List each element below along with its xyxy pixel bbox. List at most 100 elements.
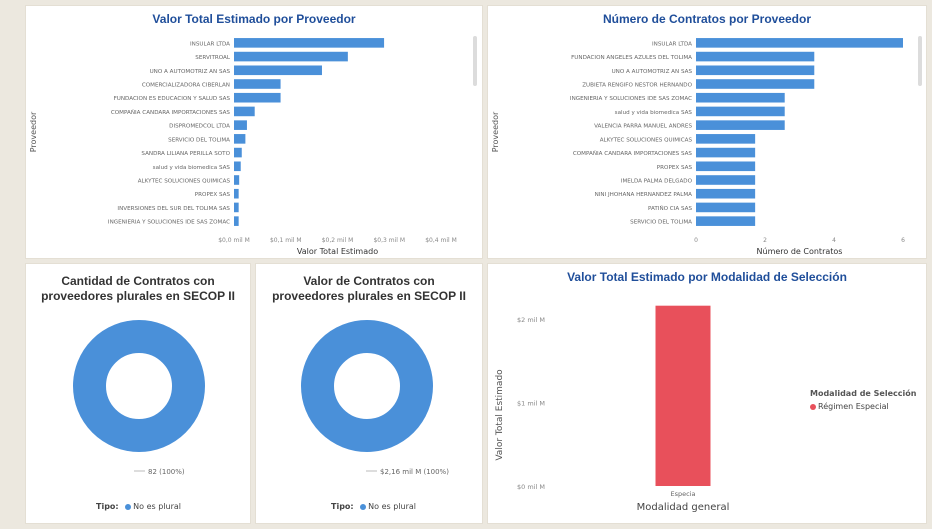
y-axis-label: Proveedor — [491, 111, 500, 152]
x-tick-label: $0,0 mil M — [218, 237, 250, 244]
category-label: PROPEX SAS — [657, 165, 693, 171]
bar — [234, 188, 239, 199]
y-tick-label: $1 mil M — [517, 400, 545, 408]
category-label: PATIÑO CIA SAS — [648, 205, 692, 212]
bar — [234, 175, 240, 185]
legend-dot — [125, 503, 132, 510]
y-tick-label: $0 mil M — [517, 483, 545, 491]
legend: Tipo: No es plural — [96, 502, 181, 511]
category-label: SANDRA LILIANA PERILLA SOTO — [141, 151, 230, 157]
chart-valor-donut: $2,16 mil M (100%) — [301, 320, 449, 476]
x-tick-label: $0,4 mil M — [425, 237, 457, 244]
panel-valor-por-modalidad: Valor Total Estimado por Modalidad de Se… — [487, 263, 927, 524]
donut-slice — [73, 320, 205, 452]
x-axis-label: Valor Total Estimado — [297, 247, 378, 256]
category-label: ALKYTEC SOLUCIONES QUIMICAS — [138, 179, 231, 185]
category-label: FUNDACION ES EDUCACION Y SALUD SAS — [114, 96, 231, 102]
chart-valor-por-proveedor: INSULAR LTDA SERVITROAL UNO A AUTOMOTRIZ A… — [29, 38, 457, 256]
category-label: NINI JHOHANA HERNANDEZ PALMA — [595, 192, 693, 198]
legend-dot — [810, 403, 816, 410]
bar — [234, 38, 385, 48]
bar — [696, 147, 756, 158]
legend-title: Tipo: — [331, 502, 354, 511]
legend-item[interactable]: No es plural — [368, 502, 417, 511]
x-tick-label: 4 — [832, 237, 836, 244]
x-tick-label: 0 — [694, 237, 698, 244]
bar — [234, 106, 255, 117]
bar — [696, 188, 756, 199]
x-tick-label: $0,1 mil M — [270, 237, 302, 244]
category-label: ZUBIETA RENGIFO NESTOR HERNANDO — [582, 83, 692, 89]
legend-title: Tipo: — [96, 502, 119, 511]
x-tick-label: 6 — [901, 237, 905, 244]
category-label: IMELDA PALMA DELGADO — [621, 179, 693, 185]
category-label: INSULAR LTDA — [652, 41, 692, 47]
chart-title: Cantidad de Contratos con proveedores pl… — [41, 274, 235, 303]
category-label: SERVICIO DEL TOLIMA — [168, 137, 230, 143]
legend: Tipo: No es plural — [331, 502, 416, 511]
y-tick-label: $2 mil M — [517, 316, 545, 324]
panel-valor-contratos-plurales: Valor de Contratos con proveedores plura… — [255, 263, 483, 524]
category-label: FUNDACION ANGELES AZULES DEL TOLIMA — [571, 55, 692, 61]
category-label: PROPEX SAS — [195, 192, 231, 198]
data-label: $2,16 mil M (100%) — [380, 468, 449, 476]
legend-dot — [360, 503, 367, 510]
category-label: INGENIERIA Y SOLUCIONES IDE SAS ZOMAC — [108, 220, 230, 226]
category-label: UNO A AUTOMOTRIZ AN SAS — [612, 69, 693, 75]
donut-slice — [301, 320, 433, 452]
x-tick-label: Especia — [671, 490, 696, 498]
bar — [696, 175, 756, 185]
category-label: VALENCIA PARRA MANUEL ANDRES — [594, 124, 692, 130]
category-label: COMERCIALIZADORA CIBERLAN — [142, 83, 230, 89]
category-label: COMPAÑIA CANDARA IMPORTACIONES SAS — [111, 109, 231, 116]
bar — [696, 38, 903, 48]
bar — [234, 65, 322, 76]
category-label: salud y vida biomedica SAS — [615, 110, 693, 116]
category-label: INVERSIONES DEL SUR DEL TOLIMA SAS — [117, 206, 230, 212]
y-axis-label: Valor Total Estimado — [495, 369, 505, 461]
category-label: DISPROMEDCOL LTDA — [169, 124, 230, 130]
chart-scrollbar[interactable] — [918, 36, 922, 86]
chart-title: Número de Contratos por Proveedor — [602, 12, 812, 26]
category-label: UNO A AUTOMOTRIZ AN SAS — [150, 69, 231, 75]
bar — [696, 120, 785, 130]
data-label: 82 (100%) — [148, 468, 185, 476]
bar — [234, 134, 246, 144]
bar — [696, 106, 785, 117]
bar — [696, 134, 756, 144]
chart-valor-modalidad: $0 mil M $1 mil M $2 mil M Especia Modalidad… — [495, 305, 730, 513]
bar — [696, 216, 756, 226]
chart-cantidad-donut: 82 (100%) — [73, 320, 205, 476]
bar — [234, 161, 241, 172]
chart-title: Valor Total Estimado por Proveedor — [152, 12, 356, 26]
panel-valor-por-proveedor: Valor Total Estimado por Proveedor INSUL… — [25, 5, 483, 259]
x-axis-label: Modalidad general — [637, 502, 730, 513]
legend-item[interactable]: Régimen Especial — [818, 402, 889, 411]
bar — [696, 65, 815, 76]
category-label: salud y vida biomedica SAS — [153, 165, 231, 171]
bar — [655, 305, 711, 486]
category-label: ALKYTEC SOLUCIONES QUIMICAS — [600, 137, 693, 143]
panel-cantidad-contratos-plurales: Cantidad de Contratos con proveedores pl… — [25, 263, 251, 524]
bar — [696, 161, 756, 172]
bar — [696, 51, 815, 62]
category-label: COMPAÑIA CANDARA IMPORTACIONES SAS — [573, 150, 693, 157]
chart-title: Valor de Contratos con proveedores plura… — [272, 274, 466, 303]
chart-scrollbar[interactable] — [473, 36, 477, 86]
chart-numero-contratos: INSULAR LTDA FUNDACION ANGELES AZULES DEL… — [491, 38, 905, 256]
x-tick-label: $0,3 mil M — [373, 237, 405, 244]
x-tick-label: 2 — [763, 237, 767, 244]
panel-numero-contratos: Número de Contratos por Proveedor INSULA… — [487, 5, 927, 259]
legend-item[interactable]: No es plural — [133, 502, 182, 511]
bar — [234, 216, 239, 226]
category-label: SERVICIO DEL TOLIMA — [630, 220, 692, 226]
category-label: INGENIERIA Y SOLUCIONES IDE SAS ZOMAC — [570, 96, 692, 102]
x-axis-label: Número de Contratos — [757, 247, 843, 256]
bar — [234, 120, 247, 130]
y-axis-label: Proveedor — [29, 111, 38, 152]
legend: Modalidad de Selección Régimen Especial — [810, 389, 916, 411]
x-tick-label: $0,2 mil M — [322, 237, 354, 244]
bar — [234, 202, 239, 213]
bar — [234, 79, 281, 89]
bar — [234, 147, 242, 158]
